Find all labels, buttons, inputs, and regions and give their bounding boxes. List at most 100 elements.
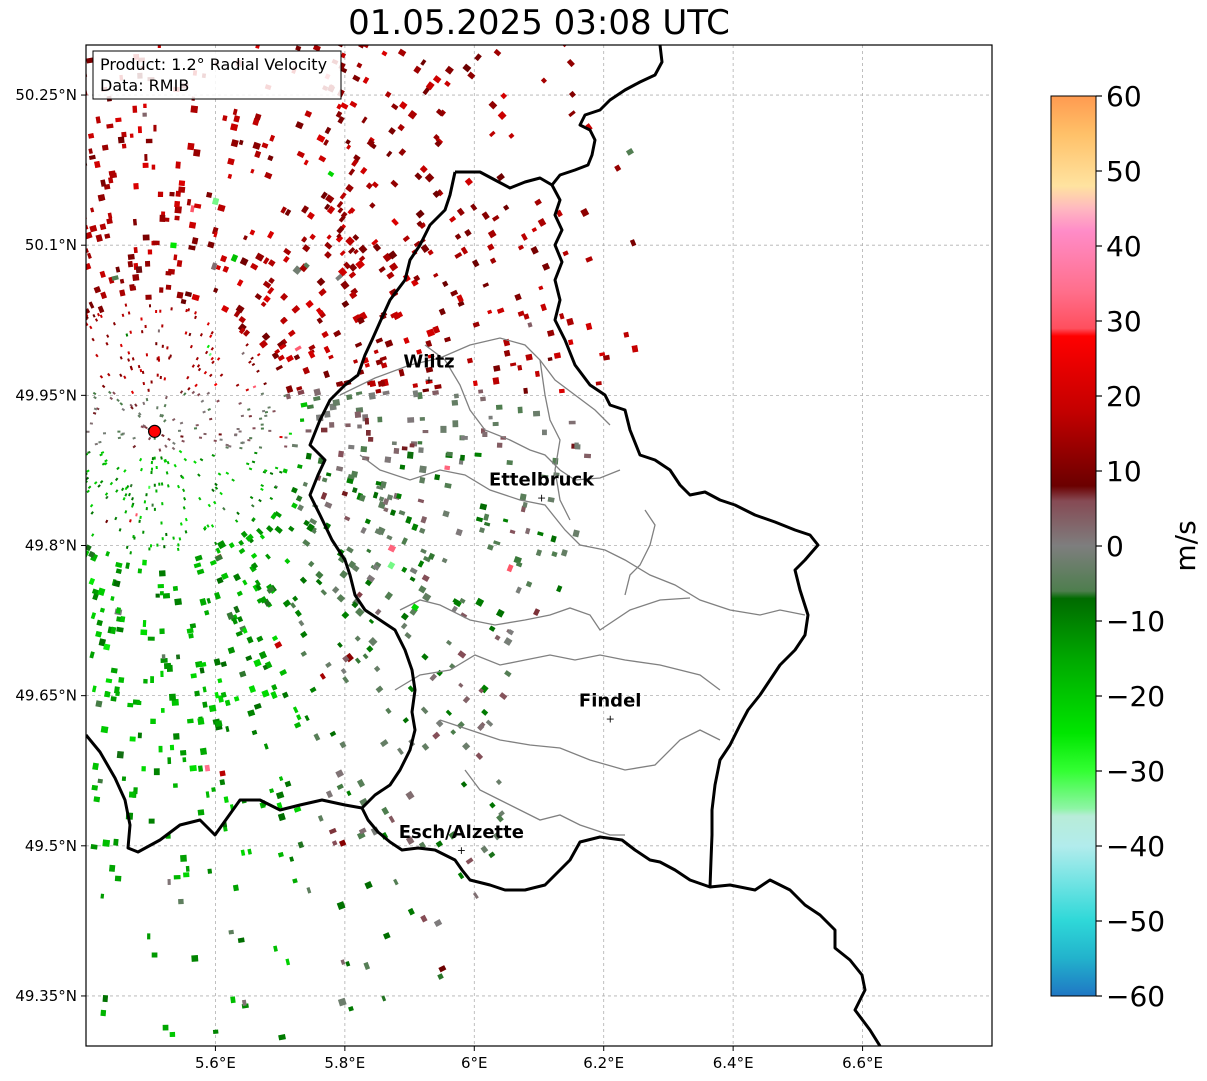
velocity-gate bbox=[198, 496, 202, 501]
velocity-gate bbox=[433, 919, 443, 928]
colorbar: 60 50 40 30 20 10 0 −10 −20 −30 −40 −50 −60 m/s bbox=[1050, 80, 1202, 1013]
velocity-gate bbox=[327, 170, 335, 178]
velocity-gate bbox=[560, 45, 570, 48]
velocity-gate bbox=[422, 388, 430, 393]
velocity-gate bbox=[245, 655, 253, 662]
velocity-gate bbox=[105, 495, 109, 500]
velocity-gate bbox=[81, 486, 85, 489]
velocity-gate bbox=[294, 345, 302, 352]
velocity-gate bbox=[245, 343, 249, 347]
velocity-gate bbox=[137, 364, 141, 369]
velocity-gate bbox=[219, 438, 223, 441]
velocity-gate bbox=[434, 139, 442, 148]
velocity-gate bbox=[176, 547, 180, 552]
velocity-gate bbox=[220, 691, 227, 698]
velocity-gate bbox=[514, 293, 522, 301]
velocity-gate bbox=[279, 470, 283, 474]
velocity-gate bbox=[397, 48, 407, 57]
velocity-gate bbox=[250, 356, 254, 361]
velocity-gate bbox=[202, 686, 207, 693]
velocity-gate bbox=[358, 827, 367, 835]
velocity-gate bbox=[97, 193, 106, 202]
velocity-gate bbox=[335, 380, 344, 387]
velocity-gate bbox=[186, 718, 194, 724]
velocity-gate bbox=[95, 630, 103, 638]
velocity-gate bbox=[79, 855, 84, 861]
velocity-gate bbox=[354, 657, 361, 664]
velocity-gate bbox=[103, 643, 111, 651]
velocity-gate bbox=[368, 392, 376, 400]
velocity-gate bbox=[313, 733, 321, 742]
velocity-gate bbox=[199, 458, 204, 462]
velocity-gate bbox=[137, 126, 142, 134]
velocity-gate bbox=[193, 562, 202, 569]
velocity-gate bbox=[295, 121, 304, 130]
velocity-gate bbox=[279, 436, 283, 439]
velocity-gate bbox=[212, 1029, 219, 1035]
velocity-gate bbox=[333, 329, 342, 338]
velocity-gate bbox=[407, 109, 418, 120]
velocity-gate bbox=[481, 708, 489, 716]
velocity-gate bbox=[353, 359, 359, 364]
velocity-gate bbox=[151, 503, 154, 507]
colorbar-gradient bbox=[1050, 95, 1097, 997]
velocity-gate bbox=[86, 544, 92, 552]
velocity-gate bbox=[93, 796, 101, 803]
velocity-gate bbox=[351, 158, 359, 167]
y-tick-label: 50.1°N bbox=[25, 236, 77, 254]
velocity-gate bbox=[413, 240, 421, 248]
velocity-gate bbox=[263, 295, 271, 303]
velocity-gate bbox=[442, 280, 449, 288]
velocity-gate bbox=[227, 173, 233, 180]
colorbar-tick-label: −30 bbox=[1106, 755, 1165, 788]
velocity-gate bbox=[180, 854, 187, 862]
velocity-gate bbox=[282, 255, 290, 263]
velocity-gate bbox=[90, 511, 94, 515]
velocity-gate bbox=[375, 480, 382, 486]
velocity-gate bbox=[599, 352, 606, 357]
velocity-gate bbox=[277, 354, 285, 362]
velocity-gate bbox=[280, 292, 289, 301]
velocity-gate bbox=[294, 721, 302, 729]
velocity-gate bbox=[261, 142, 269, 149]
velocity-gate bbox=[113, 838, 119, 846]
velocity-gate bbox=[127, 358, 131, 362]
velocity-gate bbox=[457, 872, 465, 880]
velocity-gate bbox=[306, 404, 314, 410]
velocity-gate bbox=[420, 706, 429, 715]
y-tick-label: 49.5°N bbox=[25, 837, 77, 855]
velocity-gate bbox=[242, 579, 248, 586]
velocity-gate bbox=[88, 154, 96, 161]
canton-boundaries bbox=[399, 597, 691, 631]
velocity-gate bbox=[387, 544, 397, 553]
city-marker: + bbox=[537, 491, 546, 504]
velocity-gate bbox=[500, 92, 508, 100]
velocity-gate bbox=[534, 198, 542, 206]
velocity-gate bbox=[207, 503, 211, 508]
velocity-gate bbox=[479, 503, 488, 511]
velocity-gate bbox=[214, 482, 218, 487]
velocity-gate bbox=[356, 316, 364, 325]
velocity-gate bbox=[236, 590, 243, 597]
velocity-gate bbox=[179, 522, 183, 526]
velocity-gate bbox=[560, 549, 568, 557]
x-tick-label: 6.6°E bbox=[842, 1054, 883, 1072]
velocity-gate bbox=[89, 651, 95, 659]
velocity-gate bbox=[199, 667, 205, 674]
velocity-gate bbox=[173, 254, 178, 261]
velocity-gate bbox=[541, 262, 551, 271]
velocity-gate bbox=[75, 455, 78, 458]
velocity-gate bbox=[171, 698, 179, 706]
colorbar-tick-label: −50 bbox=[1106, 905, 1165, 938]
velocity-gate bbox=[136, 700, 142, 706]
velocity-gate bbox=[434, 384, 442, 390]
velocity-gate bbox=[195, 423, 199, 427]
velocity-gate bbox=[178, 898, 184, 905]
velocity-gate bbox=[145, 294, 152, 300]
velocity-gate bbox=[121, 407, 126, 412]
velocity-gate bbox=[398, 148, 407, 157]
velocity-gate bbox=[435, 719, 444, 728]
velocity-gate bbox=[324, 126, 332, 135]
velocity-gate bbox=[475, 597, 485, 607]
velocity-gate bbox=[472, 321, 480, 328]
